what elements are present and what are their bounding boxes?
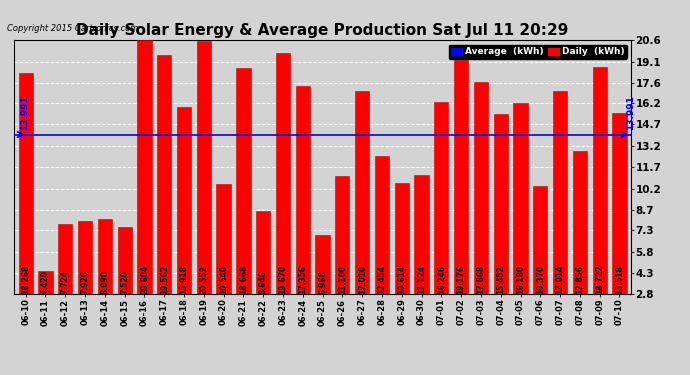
Bar: [256, 211, 270, 294]
Text: 19.562: 19.562: [159, 265, 169, 294]
Text: 17.010: 17.010: [357, 264, 366, 294]
Bar: [276, 53, 290, 294]
Text: 12.454: 12.454: [377, 265, 386, 294]
Text: 20.552: 20.552: [199, 265, 208, 294]
Text: 19.176: 19.176: [457, 264, 466, 294]
Bar: [98, 219, 112, 294]
Bar: [236, 68, 250, 294]
Text: 19.670: 19.670: [279, 264, 288, 294]
Text: 18.268: 18.268: [21, 264, 30, 294]
Bar: [197, 41, 211, 294]
Bar: [513, 103, 528, 294]
Bar: [612, 113, 627, 294]
Text: 4.420: 4.420: [41, 270, 50, 294]
Text: 15.918: 15.918: [179, 264, 188, 294]
Bar: [355, 92, 369, 294]
Text: 10.540: 10.540: [219, 265, 228, 294]
Text: 17.668: 17.668: [476, 264, 486, 294]
Text: Copyright 2015 Cartronics.com: Copyright 2015 Cartronics.com: [7, 24, 138, 33]
Bar: [157, 55, 171, 294]
Bar: [315, 235, 330, 294]
Bar: [375, 156, 389, 294]
Text: 11.124: 11.124: [417, 264, 426, 294]
Bar: [19, 74, 33, 294]
Bar: [39, 271, 52, 294]
Bar: [593, 67, 607, 294]
Legend: Average  (kWh), Daily  (kWh): Average (kWh), Daily (kWh): [448, 45, 627, 59]
Bar: [493, 114, 508, 294]
Text: 8.646: 8.646: [259, 270, 268, 294]
Text: 13.991: 13.991: [20, 95, 29, 130]
Text: 10.614: 10.614: [397, 264, 406, 294]
Bar: [434, 102, 448, 294]
Text: 18.722: 18.722: [595, 264, 604, 294]
Text: 10.370: 10.370: [536, 264, 545, 294]
Bar: [295, 87, 310, 294]
Bar: [177, 107, 191, 294]
Bar: [474, 82, 488, 294]
Text: 7.926: 7.926: [81, 270, 90, 294]
Title: Daily Solar Energy & Average Production Sat Jul 11 20:29: Daily Solar Energy & Average Production …: [77, 22, 569, 38]
Text: 13.991: 13.991: [626, 95, 635, 130]
Text: 17.014: 17.014: [555, 264, 564, 294]
Text: 17.356: 17.356: [298, 264, 307, 294]
Bar: [335, 176, 350, 294]
Bar: [58, 224, 72, 294]
Bar: [117, 227, 132, 294]
Text: 15.518: 15.518: [615, 265, 624, 294]
Text: 18.668: 18.668: [239, 264, 248, 294]
Text: 7.724: 7.724: [61, 270, 70, 294]
Text: 7.520: 7.520: [120, 270, 129, 294]
Bar: [454, 60, 469, 294]
Bar: [395, 183, 409, 294]
Bar: [415, 176, 428, 294]
Text: 16.180: 16.180: [516, 264, 525, 294]
Bar: [533, 186, 547, 294]
Text: 11.100: 11.100: [338, 264, 347, 294]
Text: 15.452: 15.452: [496, 265, 505, 294]
Text: 16.246: 16.246: [437, 264, 446, 294]
Bar: [573, 151, 587, 294]
Bar: [137, 40, 152, 294]
Text: 6.968: 6.968: [318, 270, 327, 294]
Bar: [217, 184, 230, 294]
Bar: [78, 221, 92, 294]
Text: 12.856: 12.856: [575, 264, 584, 294]
Text: 8.090: 8.090: [100, 270, 109, 294]
Bar: [553, 92, 567, 294]
Text: 20.604: 20.604: [140, 264, 149, 294]
